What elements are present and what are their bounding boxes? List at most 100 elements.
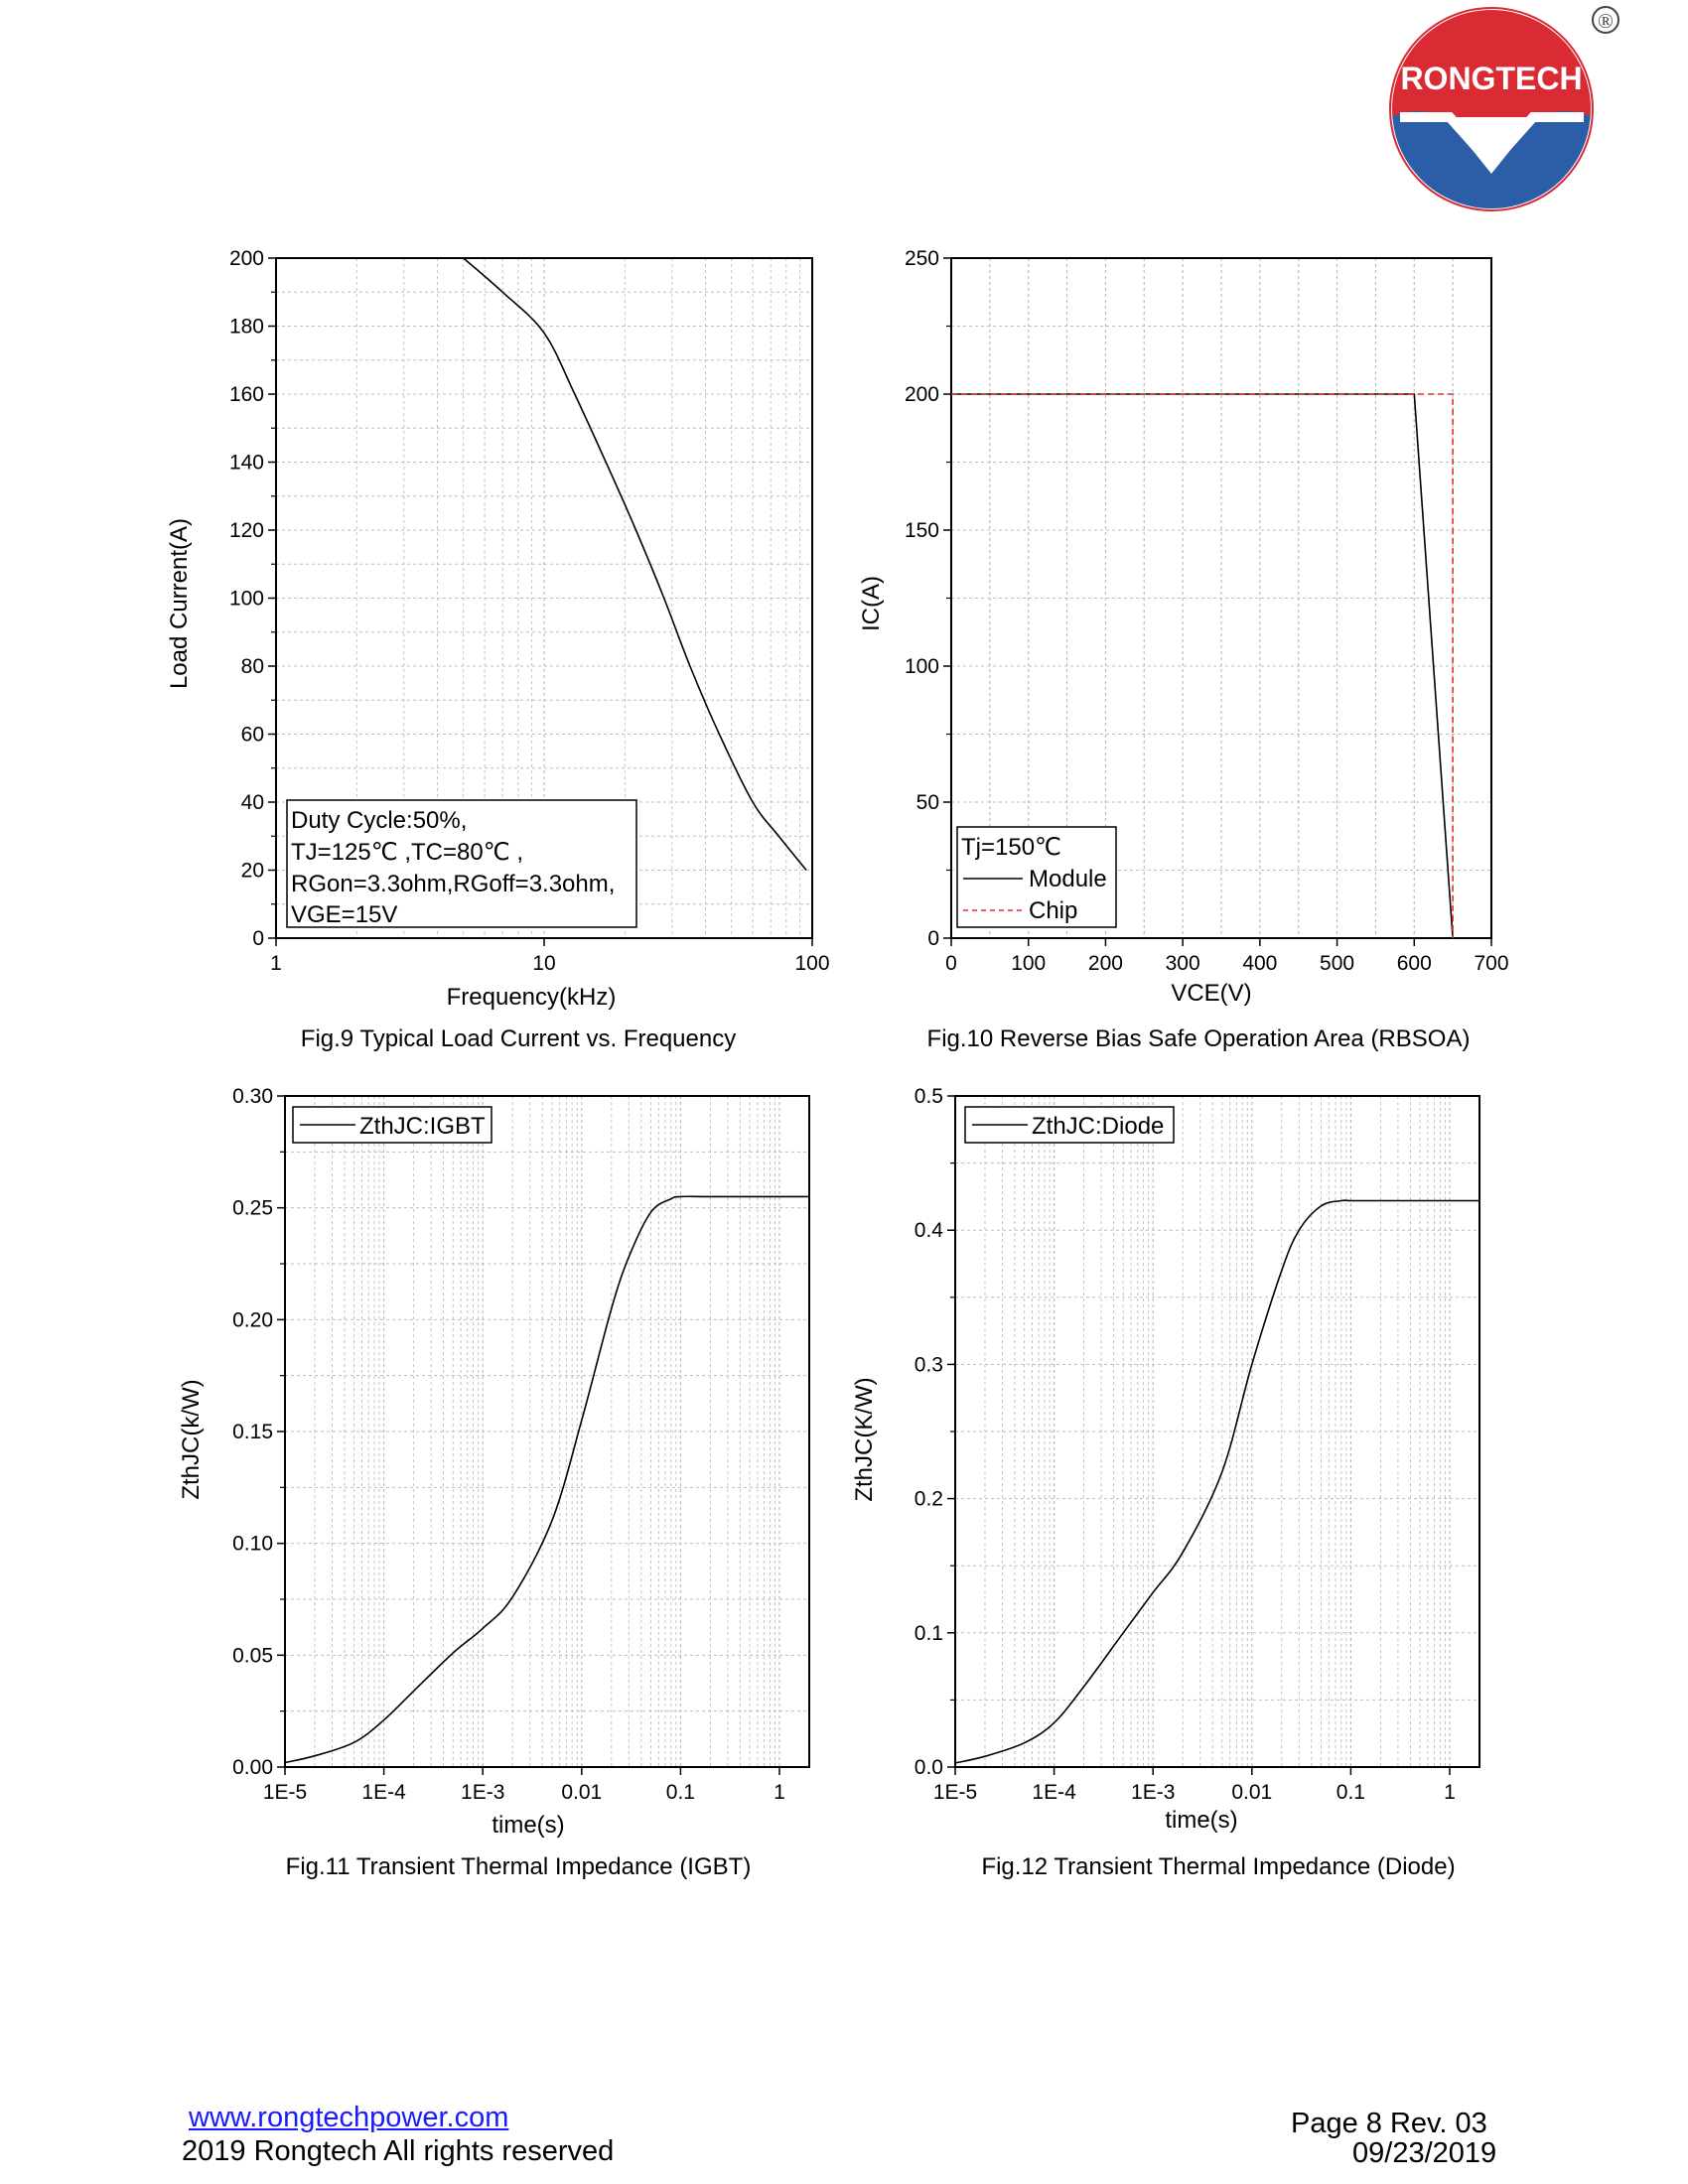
fig10-series bbox=[951, 393, 1454, 939]
fig9-y-tick-label: 120 bbox=[229, 519, 264, 542]
fig12-y-tick-label: 0.3 bbox=[914, 1353, 943, 1376]
fig10-y-tick-label: 0 bbox=[927, 927, 939, 950]
fig11-x-tick-label: 1 bbox=[774, 1781, 785, 1804]
fig10-y-tick-label: 50 bbox=[916, 791, 939, 814]
fig9-y-tick-label: 160 bbox=[229, 383, 264, 406]
fig9-x-axis-label: Frequency(kHz) bbox=[447, 984, 617, 1011]
fig9-chart: 1 10 100 0 20 40 60 80 100 120 140 160 180 200 Duty C… bbox=[166, 247, 830, 1052]
fig10-x-tick-label: 300 bbox=[1166, 952, 1200, 975]
fig12-series-zthjc-diode bbox=[954, 1199, 1479, 1764]
fig9-legend-box bbox=[286, 799, 637, 928]
fig11-y-tick-label: 0.00 bbox=[232, 1756, 273, 1779]
fig11-y-tick-label: 0.30 bbox=[232, 1085, 273, 1108]
fig9-y-tick-label: 180 bbox=[229, 316, 264, 339]
fig9-y-tick-label: 140 bbox=[229, 452, 264, 475]
fig9-legend-line-1: Duty Cycle:50%, bbox=[291, 807, 467, 834]
fig11-legend-entry: ZthJC:IGBT bbox=[359, 1113, 486, 1140]
fig11-y-tick-label: 0.05 bbox=[232, 1644, 273, 1667]
fig10-legend: Tj=150℃ Module Chip bbox=[956, 826, 1117, 928]
fig11-legend: ZthJC:IGBT bbox=[292, 1106, 492, 1144]
fig12-legend: ZthJC:Diode bbox=[964, 1106, 1175, 1144]
fig9-y-tick-label: 40 bbox=[241, 791, 264, 814]
fig9-x-tick-label: 10 bbox=[532, 952, 555, 975]
fig12-x-tick-label: 1E-3 bbox=[1131, 1781, 1175, 1804]
fig12-x-tick-label: 1E-4 bbox=[1032, 1781, 1076, 1804]
fig10-y-tick-label: 150 bbox=[905, 519, 939, 542]
fig11-series-zthjc-igbt bbox=[284, 1195, 809, 1764]
fig9-legend-line-3: RGon=3.3ohm,RGoff=3.3ohm, bbox=[291, 871, 615, 897]
logo-text: RONGTECH bbox=[1400, 61, 1582, 96]
fig12-chart: 1E-5 1E-4 1E-3 0.01 0.1 1 0.0 0.1 0.2 0.3 0.4 0.5 Z… bbox=[851, 1085, 1480, 1880]
fig11-y-tick-label: 0.10 bbox=[232, 1533, 273, 1556]
fig11-series bbox=[284, 1195, 809, 1764]
fig10-x-tick-label: 500 bbox=[1320, 952, 1354, 975]
registered-mark-circle bbox=[1592, 6, 1619, 34]
fig11-x-tick-label: 0.01 bbox=[561, 1781, 602, 1804]
fig12-y-tick-label: 0.0 bbox=[914, 1756, 943, 1779]
fig9-series-load-current bbox=[463, 257, 807, 872]
fig12-plot-frame bbox=[954, 1095, 1480, 1768]
fig9-y-tick-label: 80 bbox=[241, 655, 264, 678]
fig9-legend-line-4: VGE=15V bbox=[291, 901, 397, 928]
fig10-ticks: 0 100 200 300 400 500 600 700 0 50 100 150 200 250 bbox=[905, 247, 1509, 975]
fig11-x-tick-label: 1E-5 bbox=[263, 1781, 307, 1804]
fig10-y-tick-label: 100 bbox=[905, 655, 939, 678]
registered-mark: ® bbox=[1598, 9, 1614, 33]
fig12-y-tick-label: 0.1 bbox=[914, 1622, 943, 1645]
footer-page-info: Page 8 Rev. 03 bbox=[1291, 2108, 1487, 2139]
fig11-grid bbox=[284, 1095, 810, 1768]
fig10-x-tick-label: 400 bbox=[1242, 952, 1277, 975]
fig12-y-tick-label: 0.2 bbox=[914, 1488, 943, 1511]
fig11-x-tick-label: 0.1 bbox=[666, 1781, 695, 1804]
fig12-ticks: 1E-5 1E-4 1E-3 0.01 0.1 1 0.0 0.1 0.2 0.3 0.4 0.5 bbox=[914, 1085, 1456, 1804]
fig9-x-tick-label: 1 bbox=[270, 952, 282, 975]
fig10-x-tick-label: 100 bbox=[1011, 952, 1046, 975]
fig12-x-tick-label: 0.01 bbox=[1231, 1781, 1272, 1804]
fig11-chart: 1E-5 1E-4 1E-3 0.01 0.1 1 0.00 0.05 0.10 0.15 0.20… bbox=[178, 1085, 810, 1880]
fig10-x-tick-label: 0 bbox=[945, 952, 957, 975]
rongtech-logo: RONGTECH ® bbox=[1389, 6, 1619, 211]
fig9-y-tick-label: 200 bbox=[229, 247, 264, 270]
fig9-x-tick-label: 100 bbox=[794, 952, 829, 975]
fig12-y-tick-label: 0.5 bbox=[914, 1085, 943, 1108]
logo-blue-wave bbox=[1392, 110, 1591, 208]
footer-left: www.rongtechpower.com bbox=[189, 2101, 508, 2134]
fig11-x-tick-label: 1E-4 bbox=[361, 1781, 406, 1804]
fig10-y-tick-label: 250 bbox=[905, 247, 939, 270]
footer-copyright: 2019 Rongtech All rights reserved bbox=[182, 2135, 615, 2167]
fig12-x-tick-label: 1E-5 bbox=[933, 1781, 977, 1804]
fig11-y-axis-label: ZthJC(k/W) bbox=[178, 1379, 205, 1499]
fig12-legend-entry: ZthJC:Diode bbox=[1032, 1113, 1164, 1140]
fig11-caption: Fig.11 Transient Thermal Impedance (IGBT… bbox=[286, 1853, 752, 1880]
fig10-x-tick-label: 700 bbox=[1474, 952, 1508, 975]
fig9-y-tick-label: 20 bbox=[241, 860, 264, 883]
fig12-y-axis-label: ZthJC(K/W) bbox=[851, 1377, 878, 1501]
fig11-x-axis-label: time(s) bbox=[492, 1812, 564, 1839]
fig9-y-tick-label: 60 bbox=[241, 724, 264, 747]
fig10-y-tick-label: 200 bbox=[905, 383, 939, 406]
fig11-plot-frame bbox=[284, 1095, 810, 1768]
fig10-y-axis-label: IC(A) bbox=[858, 576, 885, 631]
logo-v-mark bbox=[1400, 112, 1584, 172]
fig11-y-tick-label: 0.20 bbox=[232, 1308, 273, 1331]
fig12-x-tick-label: 1 bbox=[1444, 1781, 1456, 1804]
footer-date: 09/23/2019 bbox=[1352, 2137, 1497, 2169]
website-link[interactable]: www.rongtechpower.com bbox=[189, 2102, 509, 2133]
fig12-grid bbox=[954, 1095, 1480, 1768]
fig10-caption: Fig.10 Reverse Bias Safe Operation Area … bbox=[927, 1025, 1471, 1052]
fig9-y-tick-label: 0 bbox=[252, 927, 264, 950]
fig9-plot-frame bbox=[275, 257, 813, 939]
fig10-x-tick-label: 600 bbox=[1397, 952, 1432, 975]
fig11-y-tick-label: 0.25 bbox=[232, 1197, 273, 1220]
fig9-y-axis-label: Load Current(A) bbox=[166, 518, 193, 689]
fig11-x-tick-label: 1E-3 bbox=[461, 1781, 504, 1804]
fig10-x-axis-label: VCE(V) bbox=[1171, 980, 1251, 1007]
fig10-legend-module: Module bbox=[1029, 866, 1107, 892]
fig12-x-axis-label: time(s) bbox=[1165, 1807, 1237, 1834]
fig12-x-tick-label: 0.1 bbox=[1336, 1781, 1365, 1804]
fig10-x-tick-label: 200 bbox=[1088, 952, 1123, 975]
fig10-legend-title: Tj=150℃ bbox=[961, 834, 1061, 861]
fig10-series-chip bbox=[951, 393, 1454, 938]
fig9-series bbox=[463, 257, 807, 872]
